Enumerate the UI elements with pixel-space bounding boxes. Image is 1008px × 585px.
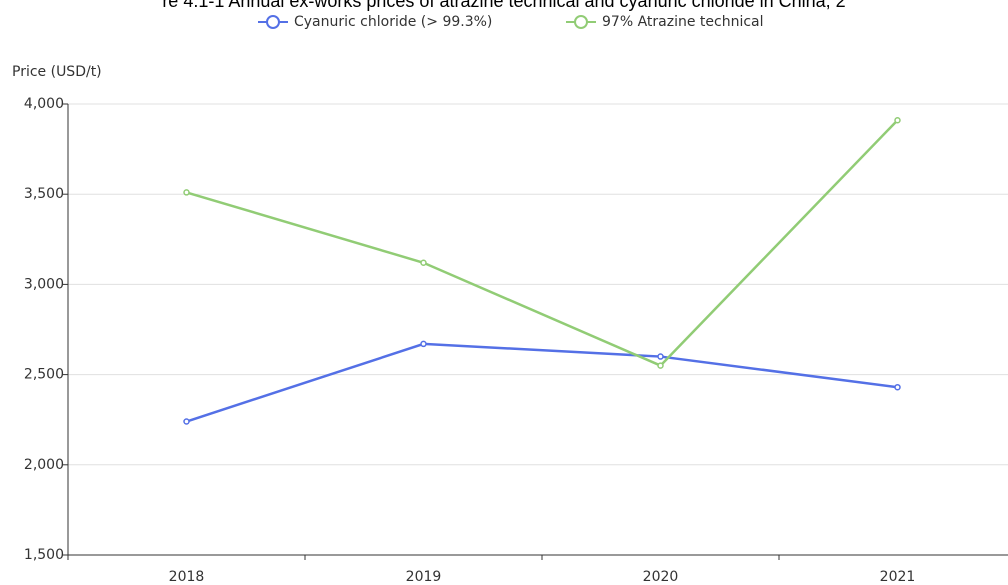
x-tick-label: 2021 <box>880 569 916 585</box>
y-tick-label: 1,500 <box>24 547 64 563</box>
y-axis-title: Price (USD/t) <box>12 64 102 80</box>
y-tick-label: 3,000 <box>24 276 64 292</box>
data-point <box>657 353 664 360</box>
data-point <box>894 383 901 391</box>
legend-label: 97% Atrazine technical <box>602 14 764 30</box>
data-point <box>183 418 190 425</box>
y-tick-label: 2,500 <box>24 367 64 383</box>
x-tick-label: 2018 <box>169 569 205 585</box>
y-tick-label: 4,000 <box>24 96 64 112</box>
series-line <box>186 342 898 423</box>
x-tick-label: 2019 <box>406 569 442 585</box>
legend-icon <box>574 15 588 29</box>
chart-title: re 4.1-1 Annual ex-works prices of atraz… <box>162 0 845 11</box>
data-point <box>420 259 427 267</box>
x-tick-label: 2020 <box>643 569 679 585</box>
data-point <box>657 362 664 369</box>
y-tick-label: 3,500 <box>24 186 64 202</box>
y-tick-label: 2,000 <box>24 457 64 473</box>
legend-icon <box>266 15 280 29</box>
data-point <box>420 340 427 348</box>
data-point <box>183 189 190 196</box>
legend-label: Cyanuric chloride (> 99.3%) <box>294 14 492 30</box>
series-line <box>186 119 899 368</box>
data-point <box>894 116 901 124</box>
